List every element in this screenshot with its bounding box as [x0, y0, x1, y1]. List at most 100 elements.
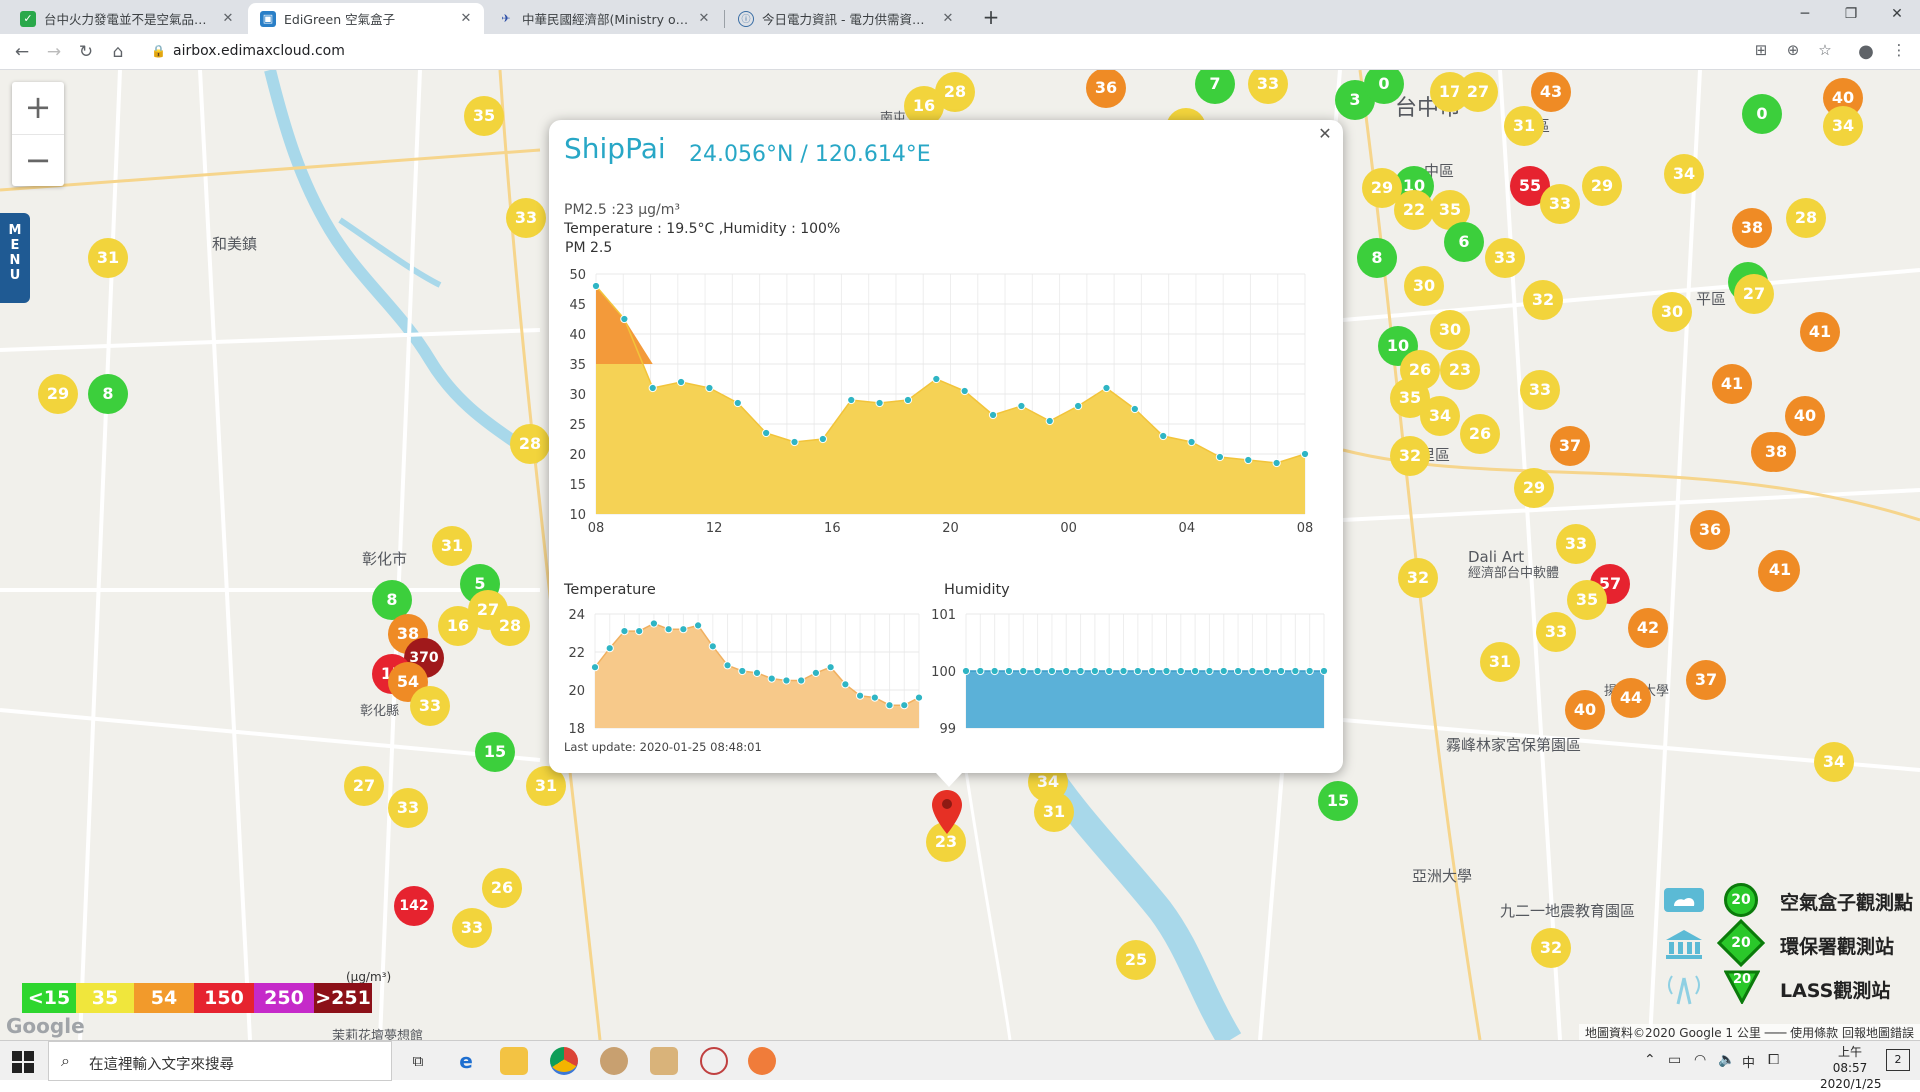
data-point[interactable]	[1305, 666, 1314, 676]
data-point[interactable]	[1017, 401, 1026, 411]
aqi-marker[interactable]: 26	[1460, 414, 1500, 454]
aqi-marker[interactable]: 27	[1734, 274, 1774, 314]
popup-close-icon[interactable]: ✕	[1318, 124, 1332, 143]
aqi-marker[interactable]: 38	[1732, 208, 1772, 248]
aqi-marker[interactable]: 40	[1565, 690, 1605, 730]
data-point[interactable]	[705, 383, 714, 393]
data-point[interactable]	[591, 281, 601, 291]
data-point[interactable]	[1291, 666, 1300, 676]
data-point[interactable]	[1045, 416, 1054, 426]
aqi-marker[interactable]: 26	[482, 868, 522, 908]
data-point[interactable]	[1187, 437, 1196, 447]
data-point[interactable]	[782, 676, 791, 685]
data-point[interactable]	[1102, 383, 1111, 393]
data-point[interactable]	[676, 377, 686, 387]
data-point[interactable]	[903, 395, 913, 405]
data-point[interactable]	[1162, 666, 1171, 676]
aqi-marker[interactable]: 34	[1664, 154, 1704, 194]
data-point[interactable]	[1248, 666, 1257, 676]
aqi-marker[interactable]: 42	[1628, 608, 1668, 648]
aqi-marker[interactable]: 34	[1420, 396, 1460, 436]
browser-tab[interactable]: ✓ 台中火力發電並不是空氣品質的主 ✕	[8, 3, 246, 34]
restore-icon[interactable]: ❐	[1844, 6, 1858, 22]
data-point[interactable]	[960, 386, 969, 396]
data-point[interactable]	[620, 627, 629, 636]
aqi-marker[interactable]: 33	[1520, 370, 1560, 410]
minimize-icon[interactable]: ─	[1800, 6, 1810, 22]
close-tab-icon[interactable]: ✕	[698, 11, 710, 26]
aqi-marker[interactable]: 15	[475, 732, 515, 772]
address-bar[interactable]: 🔒 airbox.edimaxcloud.com	[137, 39, 1807, 66]
aqi-marker[interactable]: 30	[1652, 292, 1692, 332]
app-icon[interactable]	[748, 1047, 776, 1075]
aqi-marker[interactable]: 142	[394, 886, 434, 926]
data-point[interactable]	[762, 428, 771, 438]
url-text[interactable]: airbox.edimaxcloud.com	[173, 43, 345, 59]
aqi-marker[interactable]: 8	[88, 374, 128, 414]
data-point[interactable]	[738, 666, 747, 676]
data-point[interactable]	[1133, 666, 1142, 676]
data-point[interactable]	[990, 666, 999, 676]
aqi-marker[interactable]: 32	[1390, 436, 1430, 476]
data-point[interactable]	[1130, 404, 1139, 414]
aqi-marker[interactable]: 23	[1440, 350, 1480, 390]
data-point[interactable]	[900, 701, 909, 710]
data-point[interactable]	[1090, 666, 1099, 676]
aqi-marker[interactable]: 41	[1800, 312, 1840, 352]
home-icon[interactable]: ⌂	[112, 42, 124, 62]
aqi-marker[interactable]: 6	[1444, 222, 1484, 262]
aqi-marker[interactable]: 31	[1504, 106, 1544, 146]
data-point[interactable]	[605, 644, 614, 653]
data-point[interactable]	[875, 398, 884, 408]
data-point[interactable]	[1019, 666, 1028, 676]
data-point[interactable]	[693, 621, 703, 630]
data-point[interactable]	[1262, 666, 1271, 676]
aqi-marker[interactable]: 54	[388, 662, 428, 702]
app-icon[interactable]	[650, 1047, 678, 1075]
window-close-icon[interactable]: ✕	[1891, 6, 1903, 22]
aqi-marker[interactable]: 36	[1086, 70, 1126, 108]
aqi-marker[interactable]: 35	[1567, 580, 1607, 620]
aqi-marker[interactable]: 34	[1814, 742, 1854, 782]
aqi-marker[interactable]: 33	[1485, 238, 1525, 278]
aqi-marker[interactable]: 15	[1318, 781, 1358, 821]
aqi-marker[interactable]: 37	[1550, 426, 1590, 466]
data-point[interactable]	[870, 693, 879, 702]
browser-tab[interactable]: ⓘ 今日電力資訊 - 電力供需資訊 - 資 ✕	[726, 3, 966, 34]
data-point[interactable]	[708, 642, 717, 651]
data-point[interactable]	[847, 395, 856, 405]
data-point[interactable]	[976, 666, 985, 676]
aqi-marker[interactable]: 44	[1611, 678, 1651, 718]
data-point[interactable]	[1191, 666, 1200, 676]
aqi-marker[interactable]: 16	[438, 606, 478, 646]
translate-icon[interactable]: ⊞	[1754, 41, 1768, 59]
app-icon[interactable]	[600, 1047, 628, 1075]
data-point[interactable]	[648, 383, 657, 393]
aqi-marker[interactable]: 33	[410, 686, 450, 726]
aqi-marker[interactable]: 40	[1785, 396, 1825, 436]
aqi-marker[interactable]: 32	[1523, 280, 1563, 320]
aqi-marker[interactable]: 0	[1364, 70, 1404, 104]
data-point[interactable]	[1105, 666, 1114, 676]
data-point[interactable]	[1300, 449, 1310, 459]
close-tab-icon[interactable]: ✕	[460, 11, 472, 26]
aqi-marker[interactable]: 31	[88, 238, 128, 278]
bookmark-star-icon[interactable]: ☆	[1818, 41, 1832, 59]
browser-tab[interactable]: ✈ 中華民國經濟部(Ministry of Econ ✕	[486, 3, 722, 34]
windows-start-icon[interactable]	[12, 1051, 34, 1073]
data-point[interactable]	[733, 398, 742, 408]
aqi-marker[interactable]: 29	[38, 374, 78, 414]
data-point[interactable]	[635, 627, 644, 636]
aqi-marker[interactable]: 43	[1531, 72, 1571, 112]
aqi-marker[interactable]: 36	[1690, 510, 1730, 550]
aqi-marker[interactable]: 28	[1786, 198, 1826, 238]
aqi-marker[interactable]: 31	[526, 766, 566, 806]
data-point[interactable]	[1159, 431, 1168, 441]
data-point[interactable]	[1047, 666, 1057, 676]
aqi-marker[interactable]: 33	[1536, 612, 1576, 652]
aqi-marker[interactable]: 37	[1686, 660, 1726, 700]
data-point[interactable]	[649, 619, 659, 628]
data-point[interactable]	[1276, 666, 1286, 676]
data-point[interactable]	[1033, 666, 1042, 676]
aqi-marker[interactable]: 38	[1756, 432, 1796, 472]
